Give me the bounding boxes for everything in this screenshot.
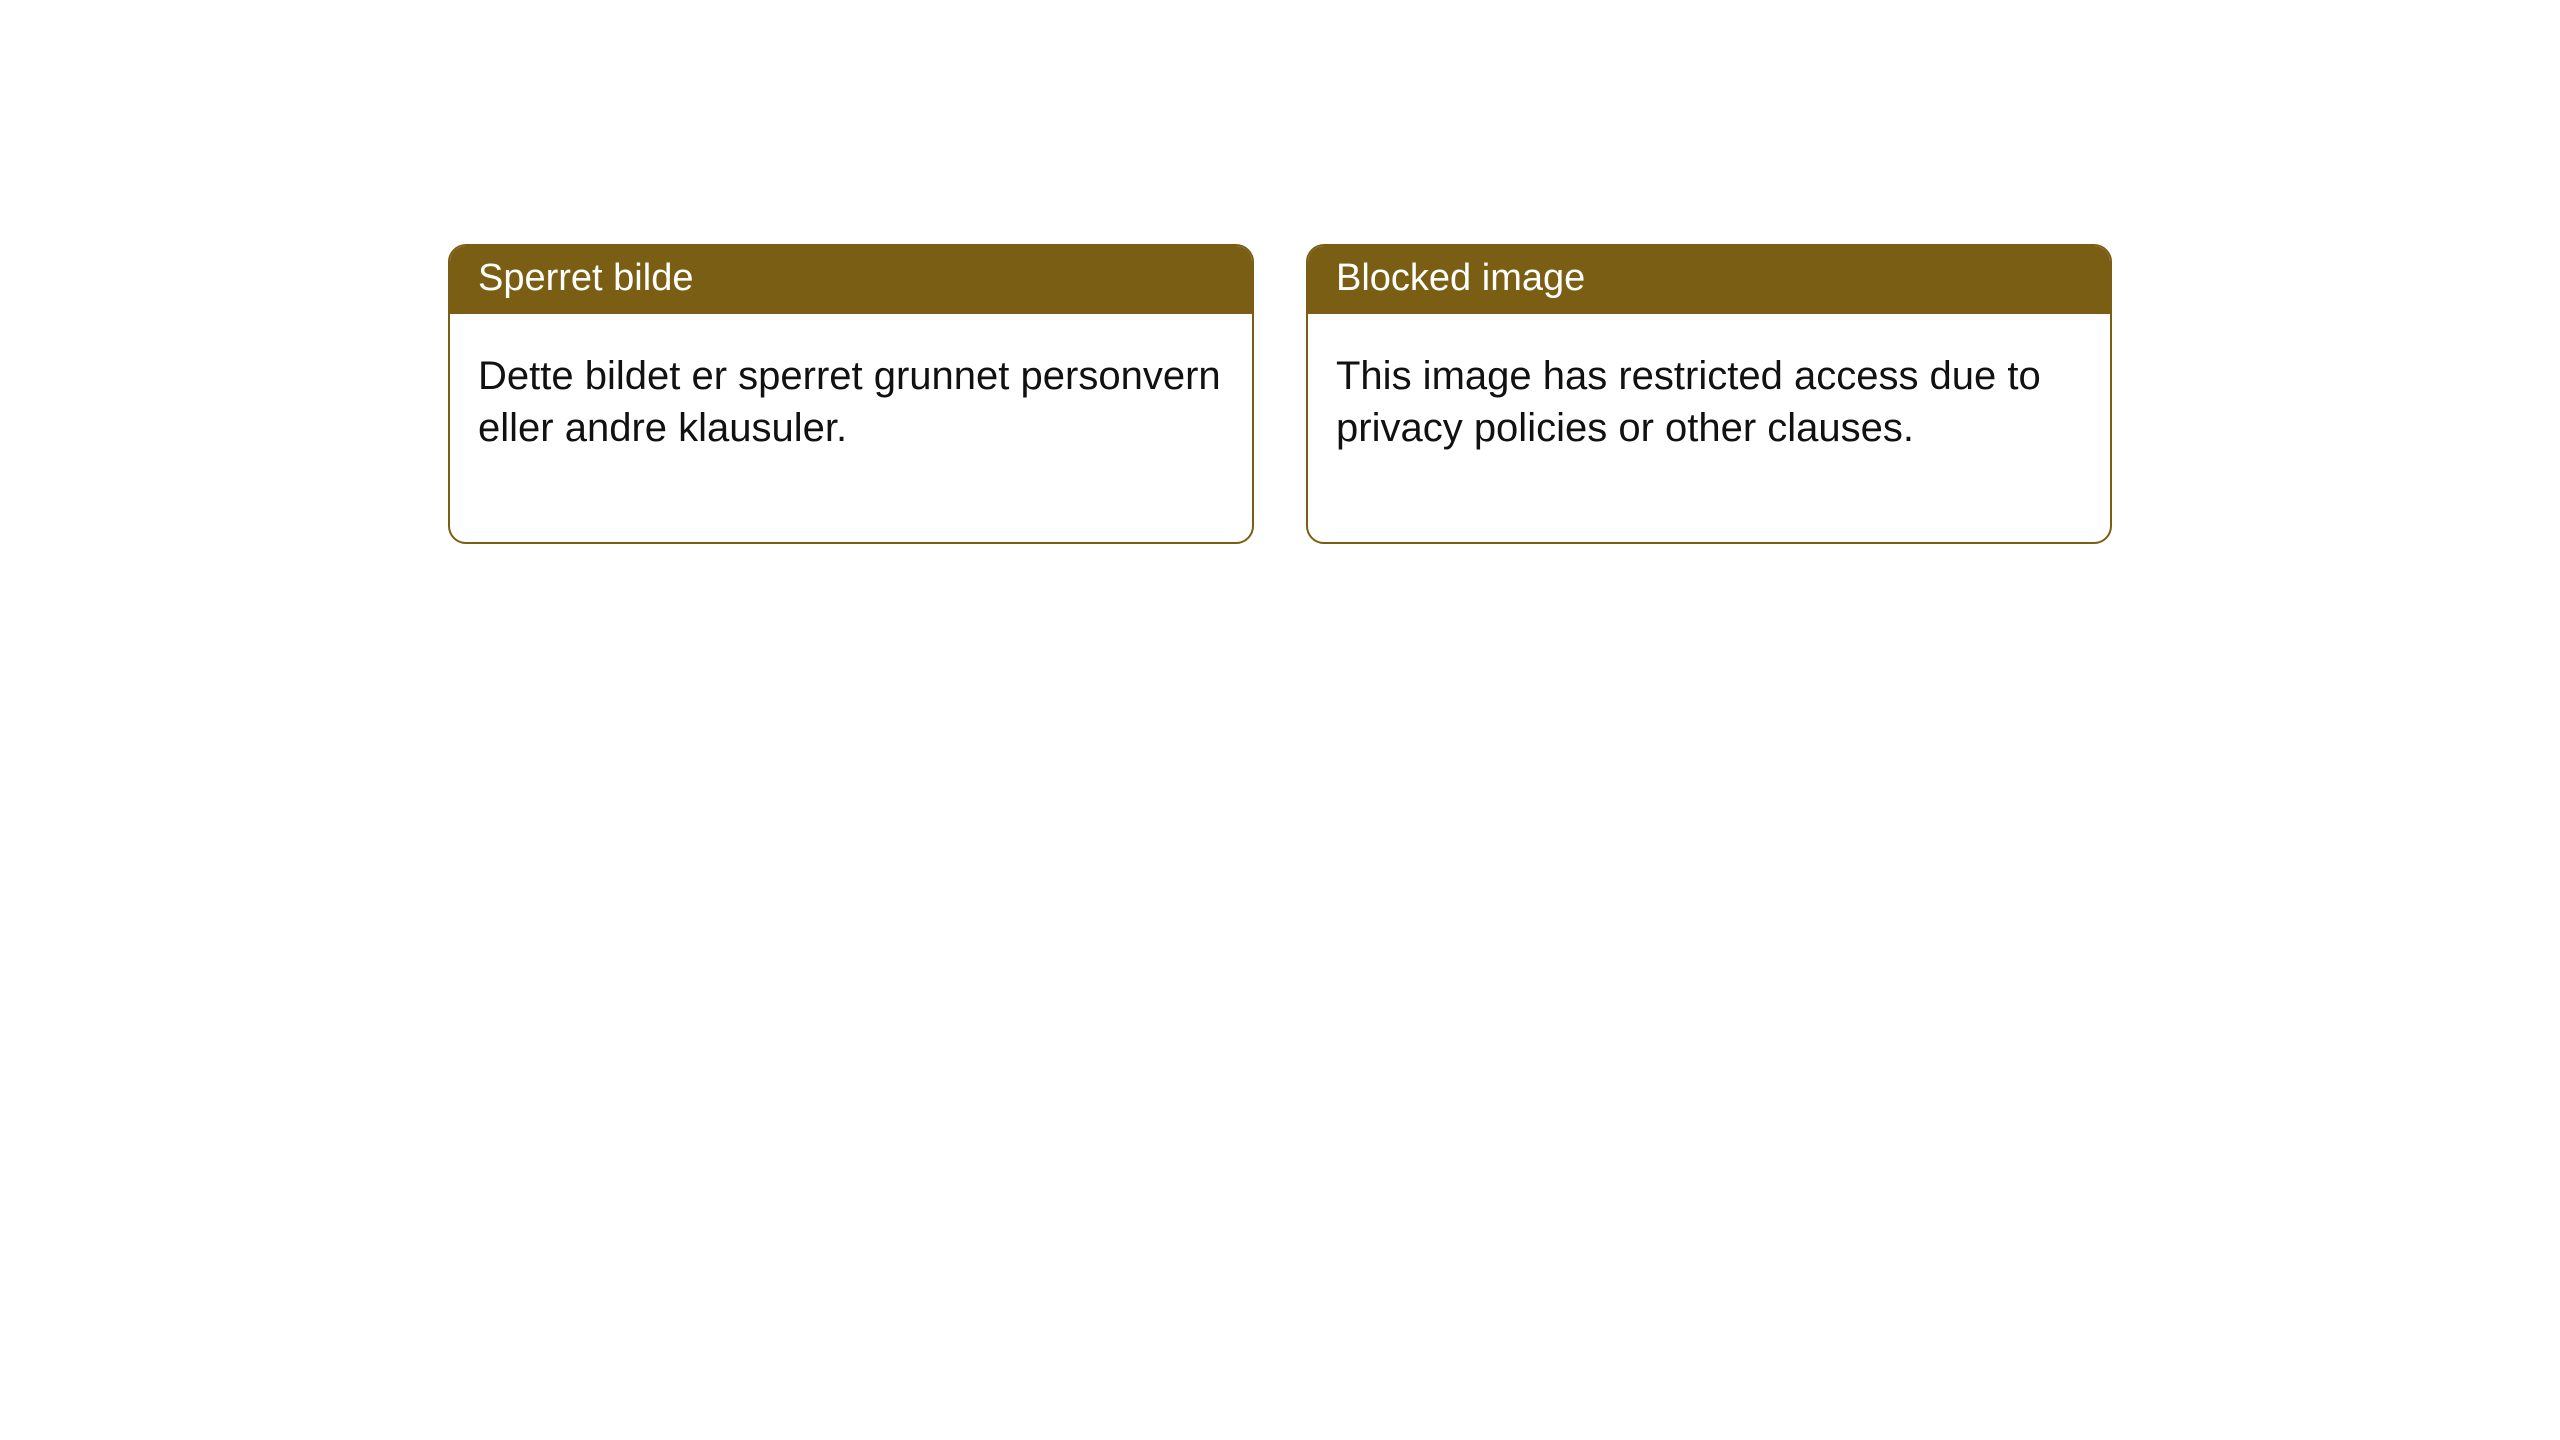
notice-container: Sperret bilde Dette bildet er sperret gr… xyxy=(448,244,2112,544)
notice-header-no: Sperret bilde xyxy=(450,246,1252,314)
notice-body-en: This image has restricted access due to … xyxy=(1308,314,2110,542)
notice-card-en: Blocked image This image has restricted … xyxy=(1306,244,2112,544)
notice-card-no: Sperret bilde Dette bildet er sperret gr… xyxy=(448,244,1254,544)
notice-header-en: Blocked image xyxy=(1308,246,2110,314)
notice-body-no: Dette bildet er sperret grunnet personve… xyxy=(450,314,1252,542)
